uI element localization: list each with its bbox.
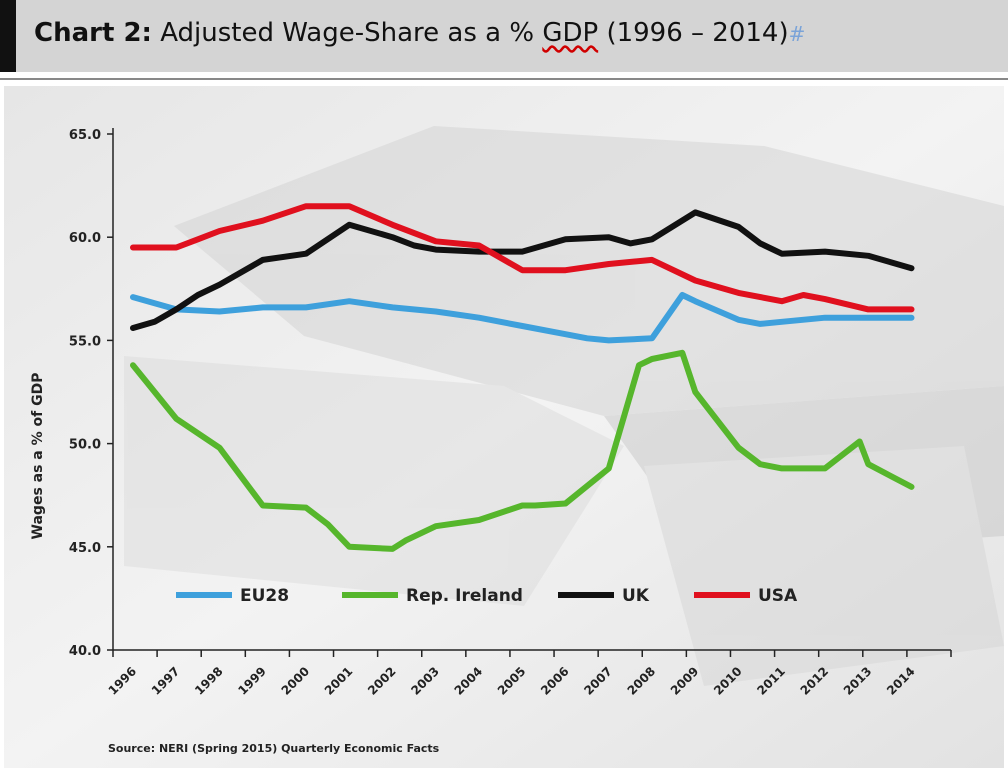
header-accent-bar — [0, 0, 16, 72]
legend-label: USA — [758, 586, 798, 606]
y-tick-label: 50.0 — [69, 438, 101, 453]
chart-title: Chart 2: Adjusted Wage-Share as a % GDP … — [34, 18, 805, 48]
title-gdp: GDP — [542, 18, 599, 48]
series-line-rep-ireland — [130, 349, 915, 552]
y-axis-ticks: 65.0 60.0 55.0 50.0 45.0 40.0 — [69, 128, 113, 659]
chart-area: 65.0 60.0 55.0 50.0 45.0 40.0 1996 1997 1998 199… — [4, 86, 1004, 768]
axes — [112, 128, 951, 651]
header-divider — [0, 78, 1008, 80]
y-tick-label: 65.0 — [69, 128, 101, 143]
source-note: Source: NERI (Spring 2015) Quarterly Eco… — [108, 742, 440, 755]
y-tick-label: 55.0 — [69, 334, 101, 349]
title-main: Adjusted Wage-Share as a % — [160, 18, 535, 48]
legend-label: Rep. Ireland — [406, 586, 523, 606]
y-tick-label: 45.0 — [69, 541, 101, 556]
y-tick-label: 40.0 — [69, 644, 101, 659]
y-axis-label: Wages as a % of GDP — [30, 373, 46, 540]
background-decoration — [124, 126, 1004, 686]
line-chart: 65.060.055.050.045.040.0 1996 1997 1998 199… — [4, 86, 1004, 768]
chart-header: Chart 2: Adjusted Wage-Share as a % GDP … — [0, 0, 1008, 72]
series-line-usa — [130, 203, 915, 313]
title-mark: # — [788, 22, 806, 46]
legend: EU28 Rep. Ireland UK USA — [176, 586, 798, 606]
y-tick-label: 60.0 — [69, 231, 101, 246]
series-lines — [130, 203, 915, 552]
series-line-eu28 — [130, 292, 915, 344]
legend-label: EU28 — [240, 586, 289, 606]
title-years: (1996 – 2014) — [606, 18, 789, 48]
series-line-uk — [130, 209, 915, 331]
chart-number: Chart 2: — [34, 18, 152, 48]
legend-label: UK — [622, 586, 650, 606]
